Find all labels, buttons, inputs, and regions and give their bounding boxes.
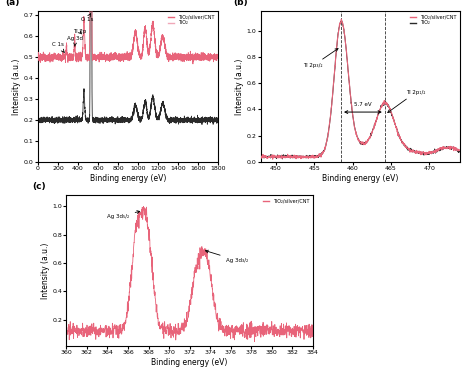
Y-axis label: Intensity (a.u.): Intensity (a.u.) bbox=[235, 58, 244, 115]
Legend: TiO₂/silver/CNT: TiO₂/silver/CNT bbox=[262, 198, 310, 204]
Y-axis label: Intensity (a.u.): Intensity (a.u.) bbox=[12, 58, 21, 115]
X-axis label: Binding energy (eV): Binding energy (eV) bbox=[151, 358, 228, 367]
Text: O 1s: O 1s bbox=[81, 14, 93, 22]
Text: Ag 3d: Ag 3d bbox=[67, 36, 83, 46]
Text: Ti 2p₃/₂: Ti 2p₃/₂ bbox=[303, 49, 338, 68]
Legend: TiO₂/silver/CNT, TiO₂: TiO₂/silver/CNT, TiO₂ bbox=[167, 14, 216, 26]
Text: Ag 3d₅/₂: Ag 3d₅/₂ bbox=[108, 210, 140, 219]
Text: 5.7 eV: 5.7 eV bbox=[354, 102, 372, 107]
X-axis label: Binding energy (eV): Binding energy (eV) bbox=[90, 174, 166, 183]
Legend: TiO₂/silver/CNT, TiO₂: TiO₂/silver/CNT, TiO₂ bbox=[409, 14, 457, 26]
Text: (b): (b) bbox=[233, 0, 247, 7]
Text: Ti 2p: Ti 2p bbox=[73, 29, 86, 35]
X-axis label: Binding energy (eV): Binding energy (eV) bbox=[322, 174, 399, 183]
Text: Ti 2p₁/₂: Ti 2p₁/₂ bbox=[388, 90, 426, 113]
Text: (c): (c) bbox=[32, 182, 46, 191]
Text: (a): (a) bbox=[6, 0, 20, 7]
Y-axis label: Intensity (a.u.): Intensity (a.u.) bbox=[41, 242, 50, 299]
Text: C 1s: C 1s bbox=[52, 42, 64, 52]
Text: Ag 3d₃/₂: Ag 3d₃/₂ bbox=[205, 250, 248, 263]
